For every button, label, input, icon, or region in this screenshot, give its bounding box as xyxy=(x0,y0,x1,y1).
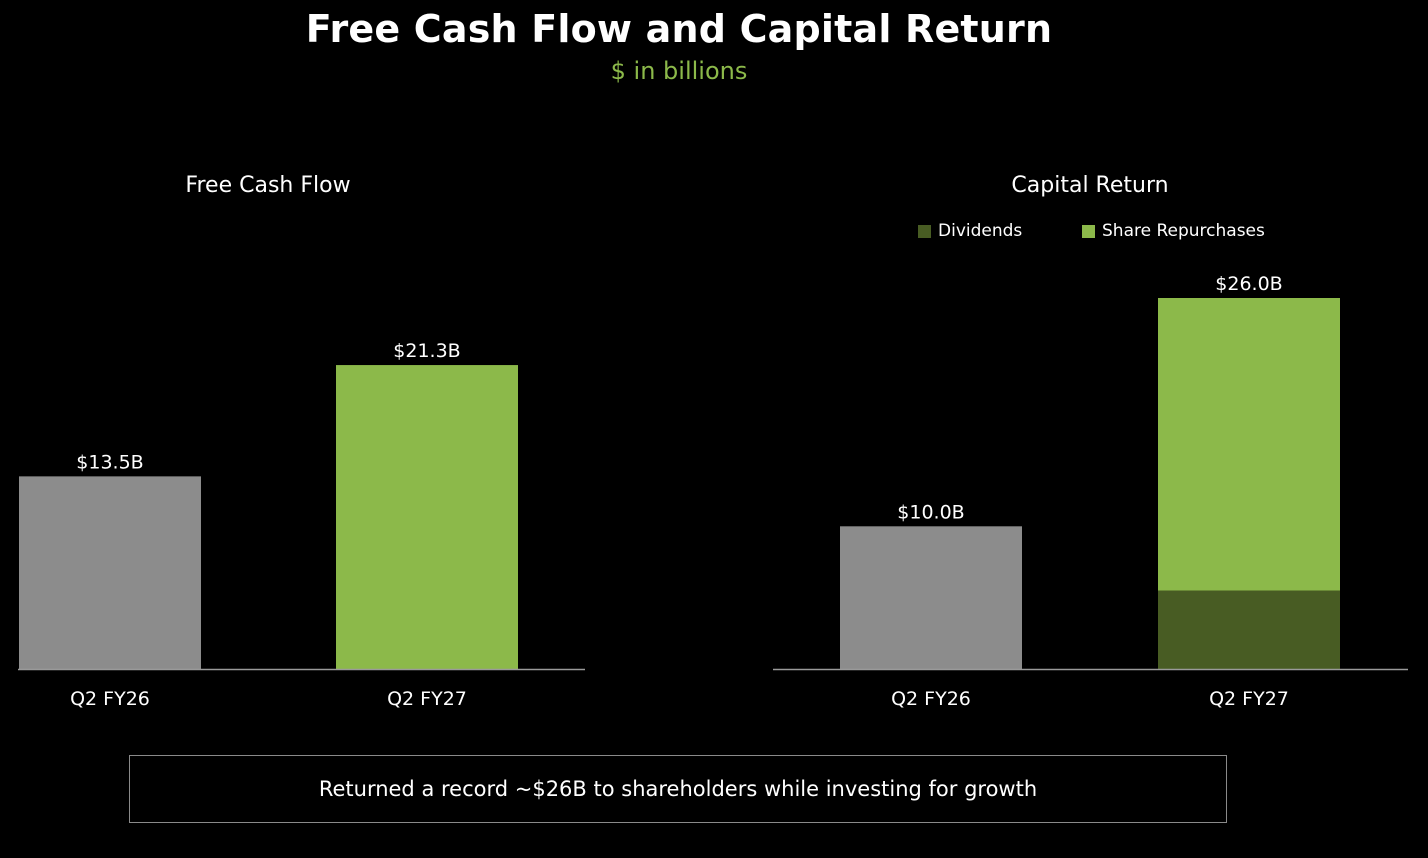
legend-share-repurchases: Share Repurchases xyxy=(1082,219,1265,243)
callout-box: Returned a record ~$26B to shareholders … xyxy=(129,755,1227,823)
capital-return-total-label-2: $26.0B xyxy=(1215,273,1282,295)
legend-share-repurchases-label: Share Repurchases xyxy=(1102,221,1265,241)
legend-share-repurchases-swatch xyxy=(1082,224,1095,238)
legend-dividends-swatch xyxy=(918,224,931,238)
page-subtitle: $ in billions xyxy=(610,57,748,85)
fcf-bar-1 xyxy=(19,476,201,669)
fcf-x-tick-2: Q2 FY27 xyxy=(387,688,467,710)
fcf-data-label-2: $21.3B xyxy=(393,340,460,362)
capital-return-bar-1-segment-1 xyxy=(840,526,1022,669)
callout-text: Returned a record ~$26B to shareholders … xyxy=(318,777,1038,801)
legend-dividends-label: Dividends xyxy=(938,221,1023,241)
fcf-chart-title: Free Cash Flow xyxy=(185,173,351,198)
capital-return-bar-2-segment-1 xyxy=(1158,590,1340,669)
page-title: Free Cash Flow and Capital Return xyxy=(305,7,1053,51)
fcf-data-label-1: $13.5B xyxy=(76,451,143,473)
capital-return-x-tick-2: Q2 FY27 xyxy=(1209,688,1289,710)
capital-return-chart-title: Capital Return xyxy=(1011,173,1169,198)
capital-return-total-label-1: $10.0B xyxy=(897,501,964,523)
legend-dividends: Dividends xyxy=(918,219,1022,243)
fcf-bar-2 xyxy=(336,365,518,669)
fcf-x-tick-1: Q2 FY26 xyxy=(70,688,150,710)
capital-return-bar-2-segment-2 xyxy=(1158,298,1340,591)
capital-return-x-tick-1: Q2 FY26 xyxy=(891,688,971,710)
